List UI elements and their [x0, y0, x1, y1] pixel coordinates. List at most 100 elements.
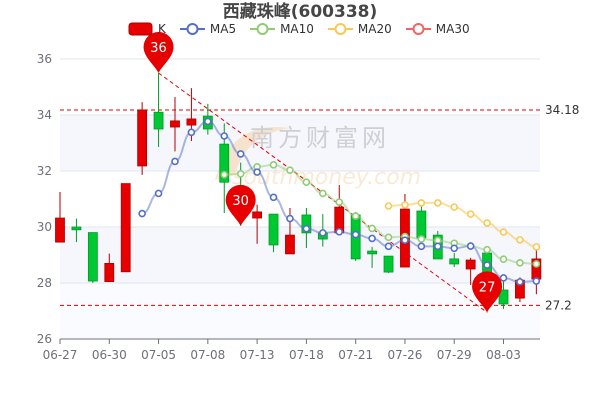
ma20-point — [483, 219, 491, 227]
x-tick-label: 07-29 — [437, 348, 472, 362]
y-tick-label: 28 — [37, 276, 52, 290]
ma5-point — [286, 214, 294, 223]
plot-band — [60, 227, 540, 283]
candle-body — [268, 213, 279, 246]
legend-label: MA10 — [280, 22, 314, 36]
ma5-point — [269, 193, 278, 202]
y-tick-label: 26 — [37, 332, 52, 346]
candle-07-20 — [334, 185, 345, 234]
line-legend-icon — [250, 23, 276, 35]
ma10-point — [302, 178, 311, 186]
x-tick-label: 07-05 — [141, 348, 176, 362]
ma5-point — [466, 242, 475, 250]
ma5-point — [351, 230, 360, 239]
legend-item-ma30[interactable]: MA30 — [405, 22, 470, 36]
line-legend-icon — [179, 23, 205, 35]
candle-body — [498, 289, 509, 305]
mark-point-label: 27 — [479, 280, 496, 295]
x-tick-label: 07-21 — [338, 348, 373, 362]
ma5-point — [253, 168, 261, 176]
y-tick-label: 36 — [37, 52, 52, 66]
candle-body — [137, 109, 148, 167]
candle-body — [252, 211, 263, 219]
ma5-point — [171, 157, 179, 166]
legend-label: MA20 — [357, 22, 392, 36]
ma5-point — [319, 229, 327, 237]
ma10-point — [384, 233, 393, 242]
ma10-point — [516, 259, 524, 267]
ma5-point — [401, 236, 409, 244]
y-tick-label: 30 — [37, 220, 52, 234]
ma5-point — [384, 242, 393, 251]
ma20-point — [384, 202, 393, 210]
ma5-point — [335, 227, 344, 236]
ma5-point — [236, 150, 245, 158]
pin-icon — [143, 32, 174, 73]
ma10-point — [532, 260, 541, 268]
legend-item-ma20[interactable]: MA20 — [327, 22, 392, 36]
legend-item-ma5[interactable]: MA5 — [179, 22, 236, 36]
ma5-point — [302, 224, 311, 233]
ma20-point — [532, 243, 541, 251]
ma10-point — [319, 189, 327, 198]
ma5-point — [154, 189, 163, 198]
mark-line-label: 34.18 — [545, 103, 579, 117]
candle-body — [153, 111, 164, 130]
ma20-point — [516, 236, 524, 244]
candle-07-04 — [137, 102, 148, 175]
ma5-point — [220, 132, 229, 140]
ma20-point — [499, 228, 508, 236]
candle-body — [120, 183, 131, 273]
y-tick-label: 32 — [37, 164, 52, 178]
mark-point-min: 27 — [472, 271, 503, 313]
candle-body — [465, 259, 476, 270]
ma5-point — [499, 274, 508, 282]
candle-07-29 — [449, 253, 460, 268]
candle-body — [87, 232, 98, 282]
candle-body — [219, 143, 230, 183]
mark-point-min: 30 — [225, 184, 256, 226]
ma20-point — [450, 203, 459, 211]
ma10-point — [368, 224, 376, 233]
x-tick-label: 07-13 — [240, 348, 275, 362]
mark-line-label: 27.2 — [545, 298, 572, 312]
ma20-point — [466, 210, 475, 218]
candle-body — [367, 250, 377, 255]
ma5-point — [187, 128, 196, 137]
candle-body — [301, 214, 312, 234]
candle-body — [383, 255, 394, 273]
candle-07-05 — [153, 73, 164, 147]
candle-08-01 — [465, 257, 476, 285]
x-tick-label: 06-27 — [43, 348, 78, 362]
candle-body — [449, 258, 460, 265]
candle-06-29 — [87, 232, 98, 283]
x-tick-label: 07-26 — [388, 348, 423, 362]
candle-07-22 — [367, 246, 377, 268]
x-tick-label: 08-03 — [486, 348, 521, 362]
ma5-point — [204, 117, 212, 126]
pin-icon — [225, 184, 256, 226]
ma5-point — [532, 277, 541, 285]
plot-band — [60, 283, 540, 339]
watermark-cn: 南方财富网 — [250, 124, 390, 152]
mark-point-label: 36 — [150, 41, 167, 56]
candle-07-14 — [268, 213, 279, 253]
candle-06-27 — [55, 192, 65, 243]
candle-body — [104, 262, 115, 282]
legend-item-ma10[interactable]: MA10 — [250, 22, 314, 36]
legend-item-k[interactable]: K — [128, 22, 166, 36]
candle-body — [285, 234, 295, 255]
candle-07-06 — [170, 97, 180, 152]
x-tick-label: 07-08 — [190, 348, 225, 362]
ma5-point — [368, 234, 376, 243]
mark-point-max: 36 — [143, 32, 174, 73]
pin-icon — [472, 271, 503, 313]
ma10-point — [236, 170, 245, 178]
y-tick-label: 34 — [37, 108, 52, 122]
ma20-point — [434, 199, 442, 207]
candle-body — [71, 226, 82, 231]
ma10-point — [269, 161, 278, 169]
watermark-swoosh — [215, 127, 290, 180]
ma5-point — [516, 278, 524, 286]
